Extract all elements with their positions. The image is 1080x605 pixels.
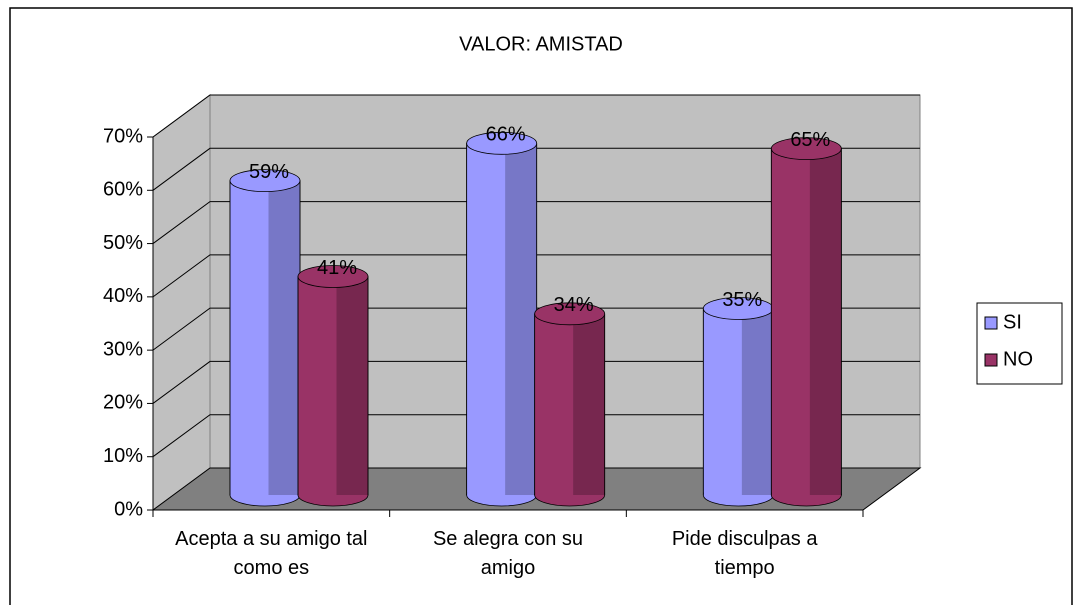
grid-line [152, 147, 920, 191]
grid-line [152, 307, 920, 351]
y-tick-label: 60% [103, 179, 143, 201]
bar [466, 131, 538, 507]
data-label: 35% [722, 289, 762, 311]
y-tick-label: 30% [103, 338, 143, 360]
bar [534, 302, 606, 507]
x-tick-label: Pide disculpas a tiempo [671, 528, 818, 579]
bar [297, 265, 369, 507]
y-tick-label: 50% [103, 232, 143, 254]
y-tick-label: 70% [103, 125, 143, 147]
data-label: 59% [249, 161, 289, 183]
bar [702, 297, 774, 507]
legend-label: NO [1003, 348, 1033, 370]
y-tick-label: 0% [114, 498, 143, 520]
bar [770, 137, 842, 507]
grid-line [152, 254, 920, 298]
x-tick-label: Se alegra con su amigo [432, 528, 584, 579]
x-tick-label: Acepta a su amigo tal como es [175, 528, 368, 579]
y-tick-label: 40% [103, 285, 143, 307]
legend-swatch [984, 316, 998, 330]
grid-line [152, 94, 920, 138]
data-label: 65% [790, 129, 830, 151]
data-label: 41% [317, 257, 357, 279]
legend-swatch [984, 353, 998, 367]
legend-label: SI [1003, 311, 1022, 333]
y-tick-label: 20% [103, 392, 143, 414]
grid-line [152, 414, 920, 458]
grid-line [152, 201, 920, 244]
data-label: 66% [486, 124, 526, 146]
side-wall [152, 94, 211, 511]
data-label: 34% [554, 294, 594, 316]
grid-line [152, 360, 920, 404]
bar [229, 169, 301, 507]
chart-title: VALOR: AMISTAD [459, 33, 623, 55]
y-tick-label: 10% [103, 445, 143, 467]
